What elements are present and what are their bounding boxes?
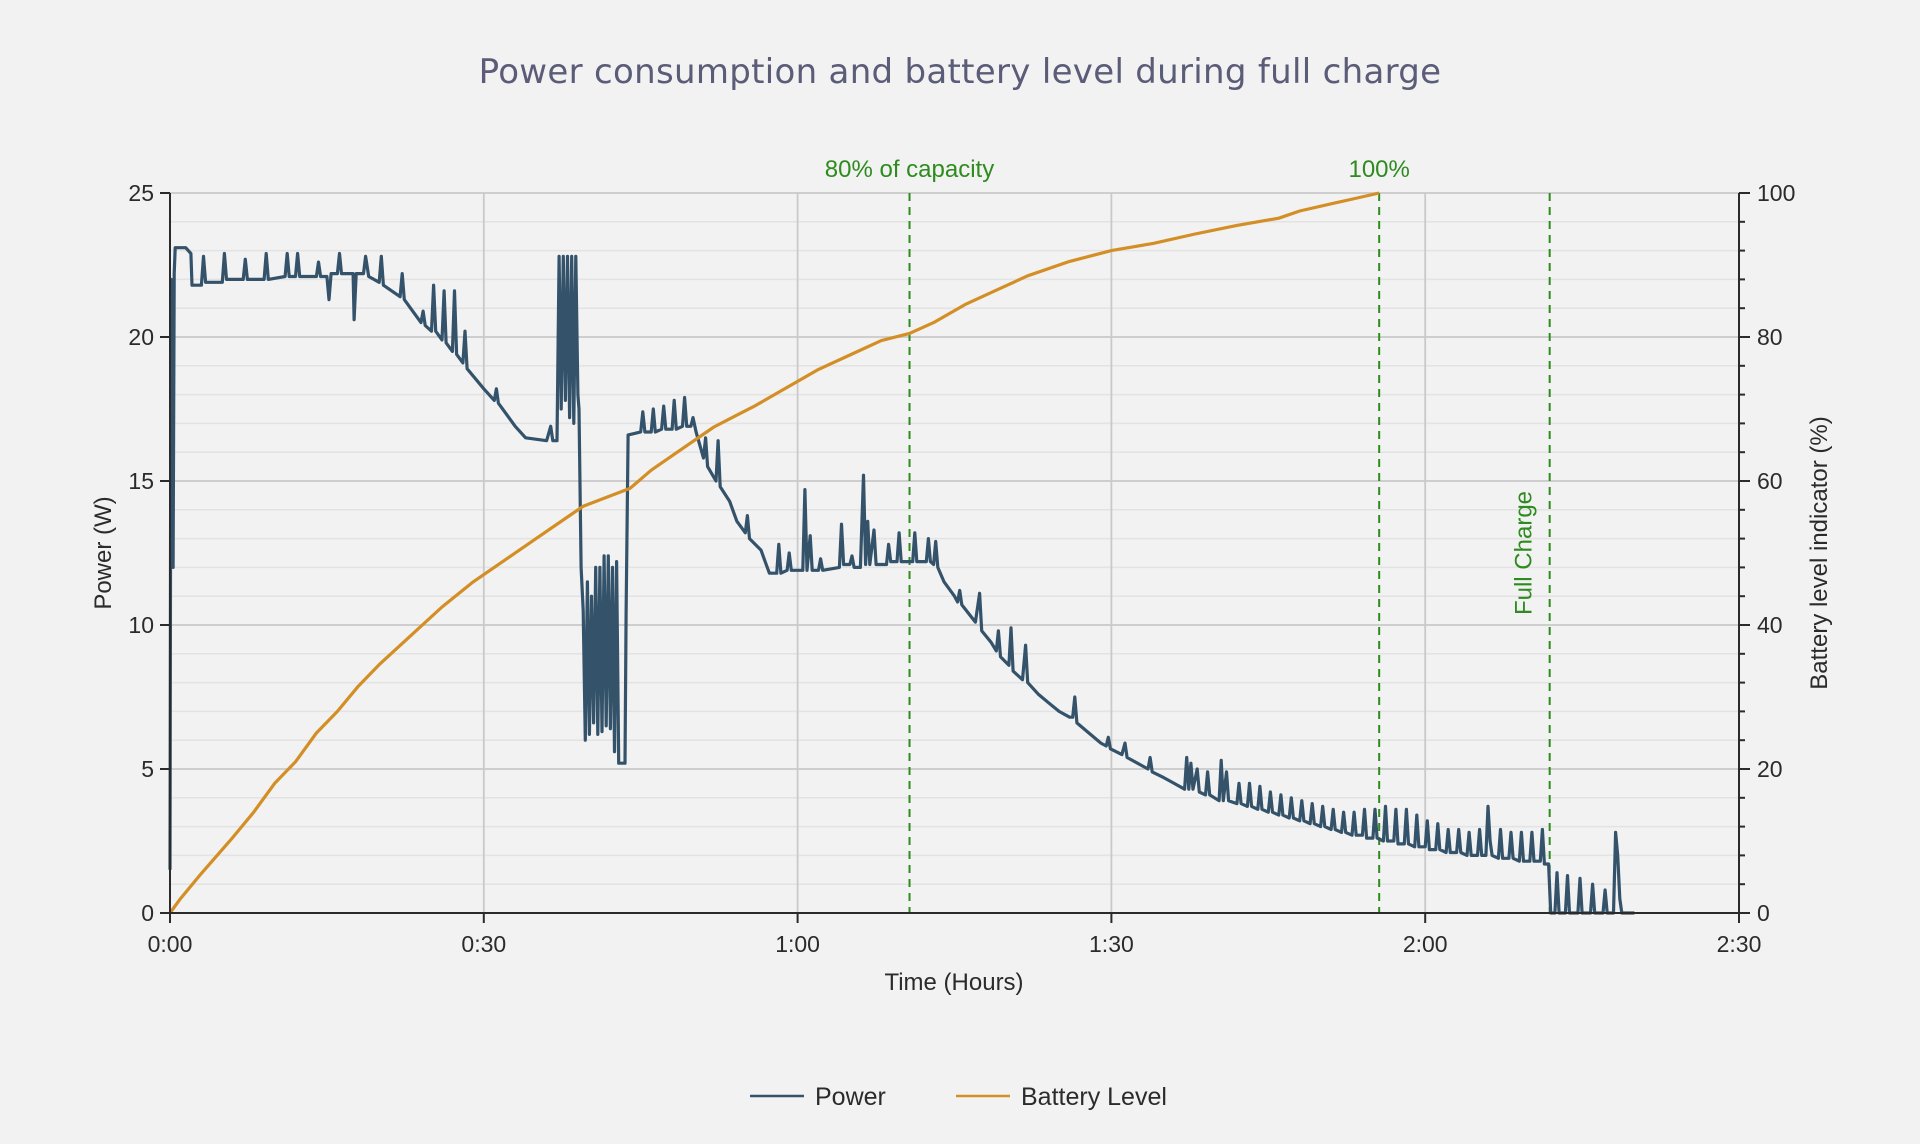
y-tick-label: 25 [128,180,154,206]
x-tick-label: 0:30 [461,931,506,957]
x-tick-label: 1:00 [775,931,820,957]
grid-major [170,192,1739,913]
x-tick-label: 2:00 [1403,931,1448,957]
annotation-lines: 80% of capacity 100% Full Charge [825,156,1551,913]
series-layer [168,191,1635,915]
axes [160,192,1750,923]
power-line [168,246,1635,915]
legend-label-power: Power [815,1083,886,1111]
x-axis-title: Time (Hours) [884,969,1023,996]
y-tick-label: 5 [141,756,154,782]
legend: Power Battery Level [750,1083,1167,1111]
y2-tick-label: 80 [1757,324,1783,350]
y-tick-label: 20 [128,324,154,350]
y2-tick-label: 60 [1757,468,1783,494]
y2-tick-label: 0 [1757,900,1770,926]
y-tick-label: 10 [128,612,154,638]
y2-tick-label: 100 [1757,180,1795,206]
x-tick-label: 1:30 [1089,931,1134,957]
x-tick-label: 2:30 [1717,931,1762,957]
grid-minor [170,221,1739,885]
y2-tick-label: 40 [1757,612,1783,638]
annotation-label: Full Charge [1511,491,1538,615]
battery-level-line [168,191,1380,914]
y-tick-label: 15 [128,468,154,494]
y2-tick-label: 20 [1757,756,1783,782]
axis-labels: 0 5 10 15 20 25 0 20 40 60 80 100 0:00 0:30 1:00 1:30 2:… [128,180,1795,957]
y-tick-label: 0 [141,900,154,926]
legend-label-battery: Battery Level [1021,1083,1167,1111]
x-tick-label: 0:00 [148,931,193,957]
y-axis-title: Power (W) [90,496,117,609]
chart-title: Power consumption and battery level duri… [478,52,1442,92]
annotation-label: 80% of capacity [825,156,994,183]
y2-axis-title: Battery level indicator (%) [1806,416,1833,689]
annotation-label: 100% [1348,156,1409,183]
